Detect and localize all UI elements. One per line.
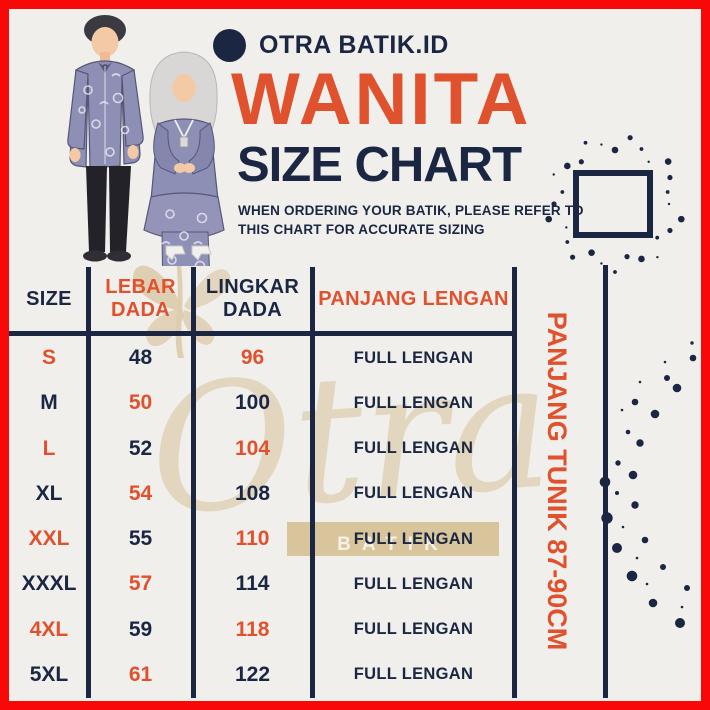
cell-size: XXXL <box>21 572 77 596</box>
column-header-size: SIZE <box>26 287 72 310</box>
table-divider-1 <box>86 267 91 698</box>
decor-square <box>573 170 653 238</box>
woman-figure <box>143 51 225 266</box>
cell-size: XL <box>35 481 63 505</box>
table-divider-3 <box>310 267 315 698</box>
column-header-lebar: LEBAR DADA <box>105 276 176 321</box>
cell-lengan: FULL LENGAN <box>353 484 474 503</box>
size-table-header: SIZE LEBAR DADA LINGKAR DADA PANJANG LEN… <box>10 267 515 331</box>
column-header-lingkar: LINGKAR DADA <box>205 276 300 321</box>
cell-size: XXL <box>28 527 70 551</box>
cell-lingkar: 100 <box>234 391 271 415</box>
cell-lengan: FULL LENGAN <box>353 620 474 639</box>
couple-illustration <box>67 15 225 266</box>
cell-lengan: FULL LENGAN <box>353 393 474 412</box>
cell-lebar: 48 <box>128 346 153 370</box>
brand-logo-dot <box>213 29 246 62</box>
brand-header: OTRA BATIK.ID <box>213 29 449 62</box>
cell-lingkar: 108 <box>234 481 271 505</box>
cell-lingkar: 96 <box>240 346 265 370</box>
ordering-note: WHEN ORDERING YOUR BATIK, PLEASE REFER T… <box>238 201 584 239</box>
table-row-l: L 52 104 FULL LENGAN <box>10 426 515 471</box>
cell-lingkar: 110 <box>235 527 270 551</box>
page-subtitle: SIZE CHART <box>237 138 522 192</box>
cell-size: 5XL <box>29 662 69 686</box>
cell-size: L <box>42 436 56 460</box>
page-title: WANITA <box>231 59 532 140</box>
table-row-xl: XL 54 108 FULL LENGAN <box>10 471 515 516</box>
cell-size: M <box>40 391 58 415</box>
size-table-rows: S 48 96 FULL LENGAN M 50 100 FULL LENGAN L 52 104 F… <box>10 336 515 698</box>
cell-lingkar: 114 <box>235 572 270 596</box>
man-figure <box>67 15 144 262</box>
cell-lengan: FULL LENGAN <box>353 529 474 548</box>
table-row-s: S 48 96 FULL LENGAN <box>10 336 515 381</box>
batik-band-text: BATIK <box>337 534 449 555</box>
cell-lebar: 52 <box>128 436 153 460</box>
cell-lengan: FULL LENGAN <box>353 665 474 684</box>
table-row-m: M 50 100 FULL LENGAN <box>10 381 515 426</box>
brand-name: OTRA BATIK.ID <box>259 31 449 59</box>
table-row-4xl: 4XL 59 118 FULL LENGAN <box>10 607 515 652</box>
table-header-line <box>9 331 516 336</box>
cell-lebar: 59 <box>128 617 153 641</box>
note-line-2: THIS CHART FOR ACCURATE SIZING <box>238 222 485 237</box>
side-divider <box>603 265 608 698</box>
cell-lingkar: 118 <box>235 617 270 641</box>
cell-lengan: FULL LENGAN <box>353 348 474 367</box>
batik-band-watermark: BATIK <box>287 522 499 556</box>
table-row-5xl: 5XL 61 122 FULL LENGAN <box>10 652 515 697</box>
table-row-xxl: XXL 55 110 FULL LENGAN <box>10 517 515 562</box>
cell-size: 4XL <box>29 617 69 641</box>
column-header-lengan: PANJANG LENGAN <box>318 287 509 310</box>
cell-lebar: 57 <box>128 572 153 596</box>
tunic-length-label: PANJANG TUNIK 87-90CM <box>542 311 573 651</box>
cell-lengan: FULL LENGAN <box>353 574 474 593</box>
cell-lebar: 55 <box>128 527 153 551</box>
note-line-1: WHEN ORDERING YOUR BATIK, PLEASE REFER T… <box>238 203 584 218</box>
cell-size: S <box>41 346 56 370</box>
cell-lebar: 50 <box>128 391 153 415</box>
table-divider-2 <box>191 267 196 698</box>
cell-lebar: 54 <box>128 481 153 505</box>
cell-lingkar: 104 <box>234 436 271 460</box>
table-row-xxxl: XXXL 57 114 FULL LENGAN <box>10 562 515 607</box>
cell-lengan: FULL LENGAN <box>353 439 474 458</box>
cell-lingkar: 122 <box>234 662 271 686</box>
table-divider-4 <box>512 267 517 698</box>
cell-lebar: 61 <box>128 662 153 686</box>
